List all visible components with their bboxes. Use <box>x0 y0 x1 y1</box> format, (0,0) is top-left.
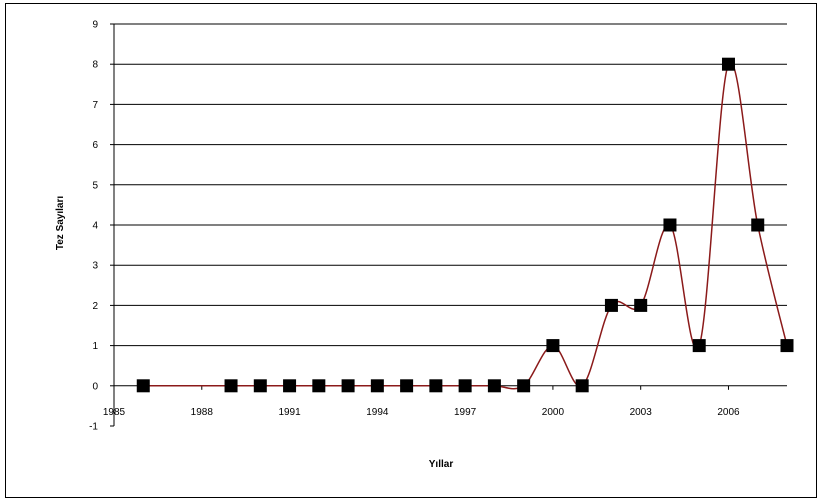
x-tick-label: 1988 <box>191 407 214 418</box>
data-point-marker <box>136 379 150 393</box>
y-tick-label: 6 <box>92 140 98 151</box>
x-tick-label: 1997 <box>454 407 477 418</box>
data-point-marker <box>341 379 355 393</box>
x-tick-labels: 1985 1988 1991 1994 1997 2000 2003 2006 <box>103 407 740 418</box>
data-point-marker <box>224 379 238 393</box>
data-point-marker <box>692 339 706 353</box>
y-tick-label: 8 <box>92 60 98 71</box>
data-point-marker <box>780 339 794 353</box>
series-group <box>136 57 794 393</box>
y-tick-label: 9 <box>92 20 98 31</box>
y-tick-label: 3 <box>92 261 98 272</box>
data-point-marker <box>429 379 443 393</box>
x-tick-label: 2000 <box>542 407 565 418</box>
data-point-marker <box>370 379 384 393</box>
y-tick-label: 5 <box>92 180 98 191</box>
data-point-marker <box>283 379 297 393</box>
data-point-marker <box>575 379 589 393</box>
x-tick-label: 1991 <box>278 407 301 418</box>
y-tick-label: 2 <box>92 301 98 312</box>
x-axis-title: Yıllar <box>429 459 454 470</box>
data-point-marker <box>604 298 618 312</box>
data-point-marker <box>721 57 735 71</box>
chart-frame <box>5 3 817 498</box>
x-tick-label: 2006 <box>717 407 740 418</box>
data-point-marker <box>663 218 677 232</box>
gridlines <box>114 23 787 347</box>
data-point-marker <box>487 379 501 393</box>
y-tick-label: 4 <box>92 221 98 232</box>
x-tick-label: 1994 <box>366 407 389 418</box>
data-point-marker <box>517 379 531 393</box>
data-point-marker <box>751 218 765 232</box>
y-tick-label: -1 <box>89 422 98 433</box>
data-point-marker <box>458 379 472 393</box>
x-tick-label: 2003 <box>630 407 653 418</box>
data-point-marker <box>634 298 648 312</box>
y-tick-label: 1 <box>92 341 98 352</box>
x-tick-label: 1985 <box>103 407 126 418</box>
data-point-marker <box>546 339 560 353</box>
y-tick-label: 7 <box>92 100 98 111</box>
y-tick-label: 0 <box>92 381 98 392</box>
data-point-marker <box>253 379 267 393</box>
data-point-marker <box>312 379 326 393</box>
y-axis-title: Tez Sayıları <box>55 196 66 251</box>
series-line <box>143 61 788 390</box>
y-tick-labels: -1 0 1 2 3 4 5 6 7 8 9 <box>89 20 98 433</box>
data-point-marker <box>400 379 414 393</box>
